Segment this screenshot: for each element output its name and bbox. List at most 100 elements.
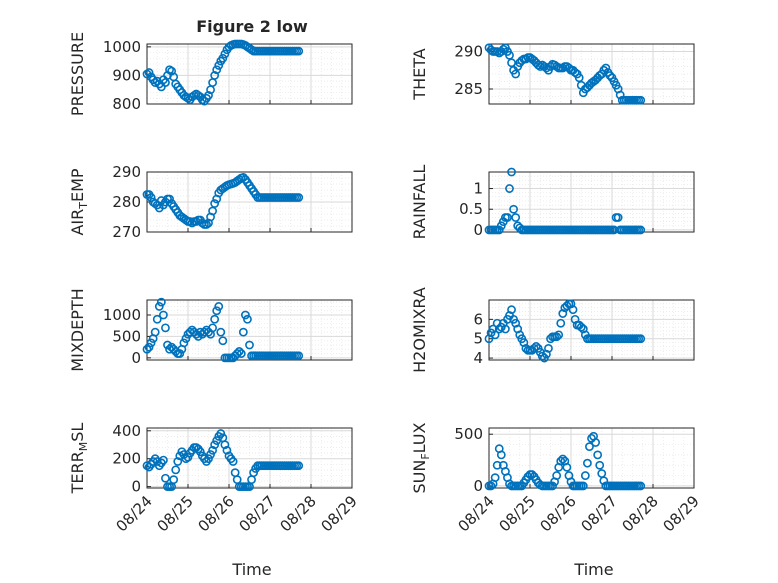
data-point xyxy=(144,342,154,352)
data-point xyxy=(152,457,162,466)
data-point xyxy=(232,349,242,358)
data-point xyxy=(636,334,646,344)
data-point xyxy=(554,330,564,340)
data-point xyxy=(210,314,220,324)
data-point xyxy=(558,63,568,73)
data-point xyxy=(165,194,174,204)
data-point xyxy=(154,302,164,311)
y-tick-label: 270 xyxy=(112,223,141,241)
y-axis-label: PRESSURE xyxy=(68,32,87,116)
data-point xyxy=(505,50,514,60)
data-point xyxy=(179,338,189,348)
y-tick-label: 1 xyxy=(473,180,483,198)
data-point xyxy=(546,62,555,71)
y-tick-label: 280 xyxy=(112,193,141,211)
data-point xyxy=(537,351,547,361)
data-point xyxy=(496,221,506,231)
data-point xyxy=(204,91,213,100)
data-point xyxy=(552,471,562,480)
data-point xyxy=(245,340,254,350)
data-point xyxy=(216,429,226,438)
data-point xyxy=(580,471,590,480)
data-point xyxy=(562,301,572,311)
y-tick-label: 200 xyxy=(112,450,141,468)
y-axis-label: SUNFLUX xyxy=(410,422,432,493)
data-point xyxy=(605,71,615,80)
data-point xyxy=(294,461,304,471)
data-point xyxy=(171,465,181,475)
data-point xyxy=(208,445,217,455)
data-point xyxy=(591,438,600,447)
data-point xyxy=(490,473,500,483)
data-point xyxy=(236,349,246,358)
data-point xyxy=(585,442,594,452)
data-point xyxy=(146,193,156,202)
subplot-air-temp: 270 280 290 AIRTEMP xyxy=(68,163,353,241)
data-point xyxy=(294,351,304,361)
y-tick-label: 400 xyxy=(112,422,141,440)
data-point xyxy=(206,450,215,459)
data-point xyxy=(212,306,222,316)
data-point xyxy=(531,342,541,351)
data-point xyxy=(185,217,195,226)
data-point xyxy=(576,322,586,332)
data-point xyxy=(294,193,304,202)
data-point xyxy=(636,95,646,105)
y-tick-label: 285 xyxy=(454,80,483,98)
subplot-theta: 285 290 THETA xyxy=(410,43,695,105)
data-point xyxy=(490,330,500,340)
axes-box xyxy=(488,43,695,105)
y-tick-label: 0 xyxy=(473,477,483,495)
figure-title: Figure 2 low xyxy=(196,17,308,36)
y-tick-label: 5 xyxy=(473,330,483,348)
axes-box xyxy=(146,299,353,361)
y-axis-label: MIXDEPTH xyxy=(68,288,87,371)
data-point xyxy=(609,225,619,235)
axes-box xyxy=(488,171,695,233)
data-point xyxy=(507,167,516,177)
data-point xyxy=(556,318,566,328)
data-point xyxy=(521,54,531,64)
data-point xyxy=(511,69,521,79)
data-point xyxy=(161,323,170,333)
data-point xyxy=(494,225,504,235)
data-point xyxy=(595,460,605,470)
data-point xyxy=(578,481,588,491)
data-point xyxy=(218,53,228,63)
data-point xyxy=(208,206,217,216)
data-point xyxy=(294,46,304,56)
data-point xyxy=(144,68,154,77)
y-tick-label: 1000 xyxy=(103,38,141,56)
data-point xyxy=(146,338,156,348)
data-point xyxy=(158,455,168,465)
data-point xyxy=(507,58,516,68)
y-axis-label: H2OMIXRA xyxy=(410,287,429,373)
data-point xyxy=(552,332,562,342)
data-point xyxy=(556,456,566,466)
data-point xyxy=(195,447,205,457)
data-point xyxy=(636,481,646,491)
y-tick-label: 0 xyxy=(473,221,483,239)
data-point xyxy=(216,327,226,337)
data-point xyxy=(509,204,518,214)
data-point xyxy=(562,462,572,472)
data-point xyxy=(496,450,506,460)
data-point xyxy=(542,63,551,73)
y-tick-label: 500 xyxy=(112,327,141,345)
data-point xyxy=(210,440,220,450)
data-point xyxy=(175,349,185,358)
data-point xyxy=(240,310,250,320)
y-tick-label: 290 xyxy=(454,43,483,61)
y-tick-label: 0.5 xyxy=(459,200,483,218)
y-tick-label: 4 xyxy=(473,349,483,367)
y-tick-label: 500 xyxy=(454,425,483,443)
y-axis-label: THETA xyxy=(410,48,429,100)
data-point xyxy=(214,302,224,311)
data-point xyxy=(243,314,252,324)
data-point xyxy=(505,184,514,193)
data-point xyxy=(636,225,646,235)
data-point xyxy=(218,336,228,346)
data-point xyxy=(570,68,580,77)
data-point xyxy=(595,71,605,80)
